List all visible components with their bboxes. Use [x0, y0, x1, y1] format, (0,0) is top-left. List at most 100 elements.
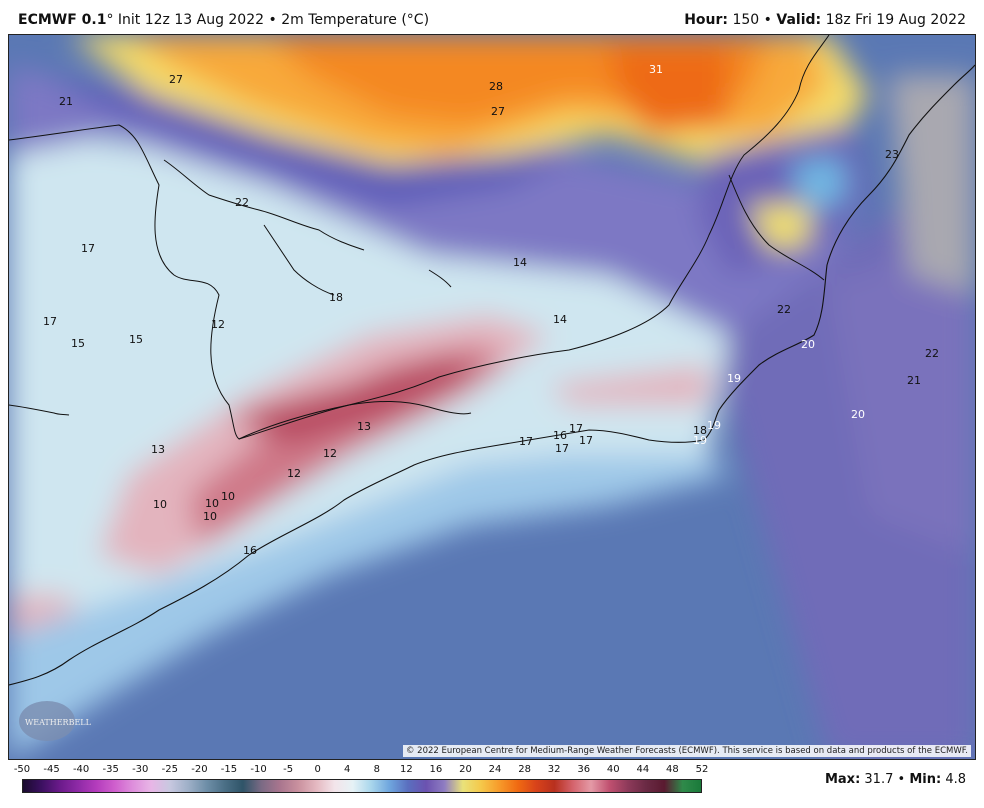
color-scale-tick: -25 — [161, 764, 178, 775]
model-name: ECMWF 0.1 — [18, 12, 107, 28]
temperature-value-label: 22 — [235, 196, 249, 209]
temperature-value-label: 27 — [169, 73, 183, 86]
temperature-value-label: 31 — [649, 63, 663, 76]
state-border-north — [9, 35, 830, 440]
color-scale: -50 -45 -40 -35 -30 -25 -20 -15 -10 -5 0 4 8 12 16 20 24… — [14, 764, 709, 796]
max-value: 31.7 — [864, 772, 894, 787]
temperature-value-label: 13 — [357, 420, 371, 433]
temperature-value-label: 22 — [777, 303, 791, 316]
temperature-value-label: 17 — [579, 434, 593, 447]
temperature-value-label: 10 — [205, 497, 219, 510]
color-scale-tick: 16 — [429, 764, 443, 775]
color-scale-bar — [22, 779, 702, 793]
temperature-value-label: 18 — [693, 424, 707, 437]
temperature-value-label: 21 — [907, 374, 921, 387]
state-border-mid — [238, 401, 472, 440]
color-scale-tick: -20 — [191, 764, 208, 775]
field-name: 2m Temperature (°C) — [281, 12, 430, 28]
state-border-east — [728, 174, 825, 281]
color-scale-tick: -15 — [220, 764, 238, 775]
color-scale-tick: 40 — [606, 764, 620, 775]
coastline — [9, 64, 975, 686]
temperature-value-label: 21 — [59, 95, 73, 108]
river — [9, 404, 70, 416]
color-scale-tick: 44 — [636, 764, 650, 775]
separator: • — [897, 772, 906, 787]
color-scale-tick: 24 — [488, 764, 502, 775]
color-scale-tick: 12 — [399, 764, 413, 775]
temperature-value-label: 22 — [925, 347, 939, 360]
color-scale-tick: -30 — [132, 764, 149, 775]
temperature-value-label: 14 — [553, 313, 567, 326]
temperature-value-label: 17 — [81, 242, 95, 255]
map-svg: WEATHERBELL 27 21 28 27 31 23 22 17 14 18 17 15 15 12… — [9, 35, 975, 759]
temperature-value-label: 15 — [129, 333, 143, 346]
temperature-value-label: 17 — [43, 315, 57, 328]
temperature-value-label: 20 — [851, 408, 865, 421]
color-scale-tick: 4 — [344, 764, 351, 775]
temperature-map[interactable]: WEATHERBELL 27 21 28 27 31 23 22 17 14 18 17 15 15 12… — [8, 34, 976, 760]
color-scale-tick: 0 — [314, 764, 321, 775]
temperature-value-label: 12 — [323, 447, 337, 460]
temperature-value-label: 20 — [801, 338, 815, 351]
color-scale-tick: -10 — [250, 764, 267, 775]
rivers — [9, 159, 452, 416]
temperature-value-label: 10 — [203, 510, 217, 523]
min-value: 4.8 — [945, 772, 966, 787]
temperature-value-label: 17 — [519, 435, 533, 448]
temperature-value-label: 23 — [885, 148, 899, 161]
temperature-value-label: 16 — [243, 544, 257, 557]
valid-value: 18z Fri 19 Aug 2022 — [825, 12, 966, 28]
temperature-value-label: 19 — [693, 434, 707, 447]
weatherbell-logo: WEATHERBELL — [19, 701, 92, 741]
temperature-value-label: 18 — [329, 291, 343, 304]
degree-mark: ° — [106, 12, 114, 28]
color-scale-tick: -45 — [43, 764, 60, 775]
temperature-labels: 27 21 28 27 31 23 22 17 14 18 17 15 15 12 14 22 20 22 21 19… — [43, 63, 939, 557]
color-scale-tick: 52 — [695, 764, 709, 775]
river — [163, 159, 365, 251]
header: ECMWF 0.1° Init 12z 13 Aug 2022 • 2m Tem… — [0, 0, 984, 34]
valid-time: Hour: 150 • Valid: 18z Fri 19 Aug 2022 — [684, 12, 966, 28]
logo-text: WEATHERBELL — [25, 718, 92, 727]
temperature-value-label: 10 — [153, 498, 167, 511]
color-scale-tick: -50 — [13, 764, 31, 775]
river — [428, 269, 452, 288]
separator: • — [763, 12, 772, 28]
color-scale-tick: 28 — [518, 764, 531, 775]
temperature-value-label: 17 — [569, 422, 583, 435]
temperature-value-label: 19 — [727, 372, 741, 385]
color-scale-tick: 20 — [459, 764, 472, 775]
valid-label: Valid: — [776, 12, 822, 28]
color-scale-labels: -50 -45 -40 -35 -30 -25 -20 -15 -10 -5 0 4 8 12 16 20 24… — [14, 764, 709, 778]
temperature-field — [9, 35, 975, 759]
color-scale-tick: 32 — [547, 764, 561, 775]
color-scale-tick: -40 — [72, 764, 90, 775]
temperature-value-label: 17 — [555, 442, 569, 455]
temperature-value-label: 14 — [513, 256, 527, 269]
color-scale-tick: -35 — [102, 764, 119, 775]
color-scale-tick: 48 — [666, 764, 679, 775]
borders — [9, 35, 830, 440]
separator: • — [268, 12, 277, 28]
temperature-value-label: 27 — [491, 105, 505, 118]
river — [263, 224, 335, 296]
init-time: Init 12z 13 Aug 2022 — [117, 12, 265, 28]
temperature-value-label: 13 — [151, 443, 165, 456]
temperature-value-label: 10 — [221, 490, 235, 503]
color-scale-tick: 8 — [373, 764, 380, 775]
max-label: Max: — [824, 772, 861, 787]
temperature-value-label: 15 — [71, 337, 85, 350]
max-min-values: Max: 31.7 • Min: 4.8 — [825, 772, 966, 787]
temperature-value-label: 12 — [211, 318, 225, 331]
hour-value: 150 — [732, 12, 760, 28]
temperature-value-label: 16 — [553, 429, 567, 442]
hour-label: Hour: — [684, 12, 729, 28]
temperature-value-label: 28 — [489, 80, 503, 93]
color-scale-tick: 36 — [577, 764, 591, 775]
temperature-value-label: 12 — [287, 467, 301, 480]
map-title: ECMWF 0.1° Init 12z 13 Aug 2022 • 2m Tem… — [18, 12, 429, 28]
copyright-notice: © 2022 European Centre for Medium-Range … — [402, 745, 971, 757]
min-label: Min: — [909, 772, 942, 787]
color-scale-tick: -5 — [283, 764, 294, 775]
